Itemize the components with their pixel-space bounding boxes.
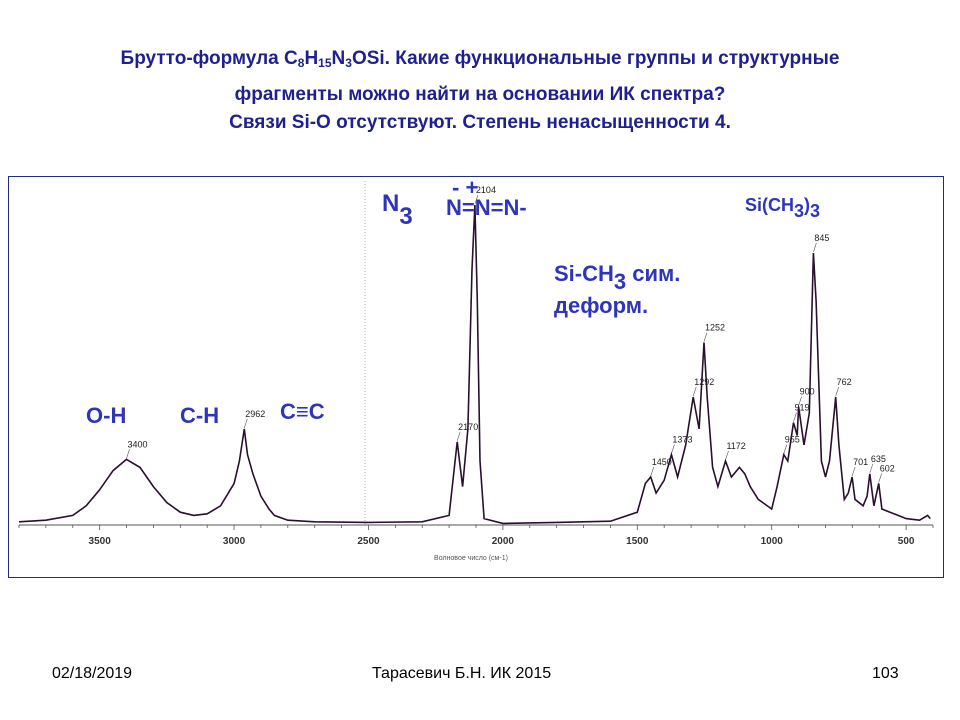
x-ticks: 3500 3000 2500 2000 1500 1000 500 [18, 525, 934, 547]
peak-leader [243, 418, 248, 429]
footer-page-number: 103 [872, 665, 899, 682]
azide-charges: - + [452, 177, 478, 200]
annotation-sich3-line2: деформ. [554, 293, 648, 318]
title-prefix: Брутто-формула C [120, 48, 298, 69]
title-h: H [304, 48, 319, 69]
x-tick-label: 2000 [492, 536, 515, 547]
peak-leader [671, 444, 675, 454]
annotation-sich3-line1: Si-CH3 сим. [554, 261, 680, 294]
peak-leader [692, 386, 697, 397]
sime3-mid: ) [804, 195, 810, 215]
title-subscript-h: 15 [318, 56, 332, 70]
peak-leader [878, 473, 882, 483]
footer-author: Тарасевич Б.Н. ИК 2015 [372, 665, 552, 682]
sich3-sub: 3 [614, 269, 626, 294]
peak-label: 1450 [652, 457, 672, 467]
peak-label: 900 [800, 387, 815, 397]
peak-label: 635 [871, 454, 886, 464]
peak-label: 701 [853, 457, 868, 467]
peak-label: 2170 [458, 422, 478, 432]
slide-title-line1: Брутто-формула C8H15N3OSi. Какие функцио… [0, 48, 960, 70]
peak-label: 1172 [726, 441, 745, 451]
peak-leader [783, 444, 788, 454]
slide-title-line2: фрагменты можно найти на основании ИК сп… [234, 84, 726, 105]
peak-leader [650, 466, 655, 477]
annotation-ch: C-H [180, 403, 219, 428]
x-tick-label: 3500 [89, 536, 112, 547]
peak-leader [725, 450, 729, 461]
peak-label: 2104 [476, 185, 496, 195]
sich3-main: Si-CH [554, 261, 614, 286]
peak-label: 1292 [694, 377, 714, 387]
peak-labels: 3400 2962 2170 2104 1450 1373 1292 1252 1172 955 9… [126, 185, 895, 483]
peak-label: 955 [785, 435, 800, 445]
peak-leader [703, 332, 708, 342]
peak-label: 1373 [672, 435, 692, 445]
annotation-n3: N3 [382, 190, 413, 230]
peak-label: 845 [814, 233, 829, 243]
sich3-rest: сим. [626, 261, 680, 286]
x-tick-label: 1000 [761, 536, 784, 547]
peak-label: 602 [880, 463, 895, 473]
peak-label: 2962 [245, 409, 265, 419]
annotation-azide: N=N=N- [446, 195, 527, 220]
x-tick-label: 3000 [223, 536, 246, 547]
peak-leader [474, 194, 479, 205]
sime3-main: Si(CH [745, 195, 794, 215]
x-tick-label: 1500 [626, 536, 649, 547]
annotation-sime3: Si(CH3)3 [745, 195, 820, 221]
spectrum-frame: 3500 3000 2500 2000 1500 1000 500 3400 2962 2170… [8, 176, 944, 578]
ir-spectrum-chart: 3500 3000 2500 2000 1500 1000 500 3400 2962 2170… [18, 177, 934, 562]
peak-leader [798, 396, 802, 406]
title-subscript-c: 8 [297, 56, 305, 70]
sime3-sub1: 3 [794, 201, 804, 221]
title-subscript-n: 3 [345, 56, 352, 70]
peak-leader [793, 412, 797, 422]
x-tick-label: 500 [898, 536, 915, 547]
peak-label: 762 [837, 377, 852, 387]
title-n: N [331, 48, 346, 69]
x-axis-label: Волновое число (см-1) [434, 555, 508, 562]
peak-leader [456, 431, 461, 441]
sime3-sub2: 3 [810, 201, 820, 221]
peak-label: 919 [794, 403, 809, 413]
n3-sub: 3 [399, 203, 412, 230]
peak-leader [835, 386, 839, 397]
x-tick-label: 2500 [357, 536, 380, 547]
slide-title-line3: Связи Si-O отсутствуют. Степень ненасыще… [229, 112, 731, 133]
peak-label: 1252 [705, 323, 725, 333]
peak-leader [851, 466, 856, 477]
spectrum-line [18, 204, 931, 525]
annotation-cc: C≡C [280, 399, 325, 424]
n3-main: N [382, 190, 399, 217]
peak-leader [813, 242, 817, 253]
peak-leader [126, 449, 130, 459]
peak-label: 3400 [128, 439, 148, 449]
title-suffix: OSi. Какие функциональные группы и струк… [351, 48, 840, 69]
annotation-oh: O-H [86, 403, 126, 428]
peak-leader [869, 463, 874, 473]
footer-date: 02/18/2019 [52, 665, 133, 682]
